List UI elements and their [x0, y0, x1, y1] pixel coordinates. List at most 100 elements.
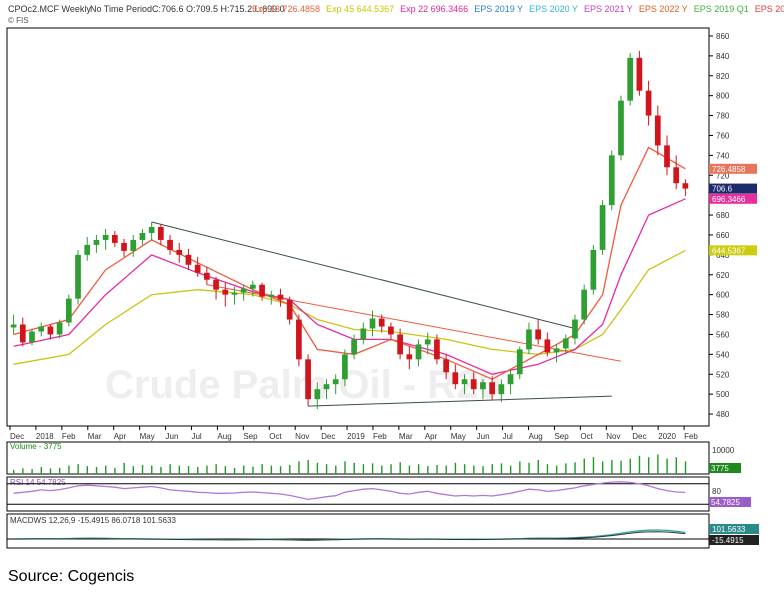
ema22-badge-value: 696.3466 [712, 195, 746, 204]
volume-bar [169, 464, 171, 474]
candle-body [213, 279, 219, 290]
candle-body [654, 115, 661, 146]
volume-bar [638, 455, 641, 474]
volume-bar [206, 465, 208, 474]
legend-entry: Exp 45 644.5367 [326, 4, 394, 14]
candle-body [636, 57, 643, 91]
candle-body [599, 205, 606, 250]
candle-body [443, 359, 449, 373]
chart: CPOc2.MCF Weekly No Time Period C:706.6 … [6, 4, 784, 549]
volume-bar [261, 464, 263, 474]
y-tick-label: 560 [716, 330, 730, 339]
volume-bar [141, 465, 144, 474]
volume-bar [224, 466, 227, 474]
volume-bar [298, 461, 300, 474]
close-badge [709, 183, 757, 194]
volume-bar [519, 461, 521, 474]
volume-bar [473, 465, 475, 474]
trend-line-upper [151, 221, 576, 329]
volume-bar [289, 465, 291, 474]
candle-body [204, 272, 210, 280]
candle-body [535, 329, 542, 340]
watermark: Crude Palm Oil - R20 [105, 363, 501, 407]
candle-body [277, 294, 284, 300]
volume-bar [95, 467, 98, 474]
volume-bar [243, 465, 245, 474]
candle-body [305, 359, 311, 400]
y-tick-label: 740 [716, 151, 730, 160]
y-tick-label: 840 [716, 52, 730, 61]
volume-bar [114, 467, 116, 474]
macd-lines [7, 529, 709, 541]
volume-bar [482, 466, 484, 474]
volume-bar [353, 462, 355, 474]
volume-bar [657, 454, 659, 474]
volume-bar [151, 465, 153, 474]
candle-body [130, 239, 137, 251]
x-tick-label: Oct [580, 432, 593, 441]
volume-bar [68, 465, 70, 474]
candle-body [148, 227, 155, 233]
candle-body [553, 348, 560, 353]
volume-bar [445, 465, 447, 474]
ema13-badge [709, 163, 757, 174]
volume-bar [565, 463, 567, 474]
candle-body [56, 322, 63, 335]
x-tick-label: 2019 [347, 432, 365, 441]
volume-bar [629, 458, 631, 474]
x-tick-label: Jul [191, 432, 201, 441]
candle-body [259, 284, 265, 297]
y-tick-label: 860 [716, 32, 730, 41]
volume-bar [390, 464, 392, 474]
legend-entry: Exp 13 726.4858 [252, 4, 320, 14]
volume-bar [684, 461, 687, 474]
y-axis: 4805005205405605806006206406606807007207… [709, 32, 730, 419]
rsi-label: RSI 14 54.7825 [10, 478, 66, 487]
volume-bar [22, 468, 24, 474]
volume-bar [546, 464, 549, 474]
y-tick-label: 600 [716, 291, 730, 300]
candle-body [323, 384, 330, 390]
candle-body [65, 298, 72, 323]
x-tick-label: Aug [529, 432, 543, 441]
volume-bar [592, 457, 595, 474]
candle-body [84, 244, 91, 255]
y-tick-label: 480 [716, 410, 730, 419]
candle-body [240, 288, 247, 293]
legend-entry: Exp 22 696.3466 [400, 4, 468, 14]
legend-entry: EPS 2020 Q1 [755, 4, 784, 14]
x-tick-label: Aug [217, 432, 231, 441]
y-tick-label: 680 [716, 211, 730, 220]
candle-body [231, 292, 238, 295]
y-tick-label: 660 [716, 231, 730, 240]
candle-body [562, 338, 569, 349]
candle-body [185, 254, 192, 265]
x-tick-label: May [140, 432, 155, 441]
candle-body [627, 57, 634, 101]
macd-badge-2 [709, 535, 759, 545]
x-tick-label: Apr [114, 432, 127, 441]
candle-body [121, 242, 127, 251]
volume-bar [381, 465, 383, 474]
candle-body [360, 328, 367, 340]
candle-body [415, 344, 422, 360]
macd-badge-1 [709, 524, 759, 534]
candle-body [286, 299, 293, 320]
legend-entry: EPS 2019 Q1 [694, 4, 749, 14]
volume-badge-value: 3775 [711, 464, 729, 473]
volume-bar [620, 460, 622, 474]
candle-body [369, 318, 376, 329]
x-tick-label: Sep [554, 432, 569, 441]
candle-body [489, 382, 495, 395]
legend-entry: EPS 2021 Y [584, 4, 633, 14]
rsi-badge [709, 497, 751, 507]
legend-entry: EPS 2019 Y [474, 4, 523, 14]
candle-body [673, 167, 680, 184]
candle-body [406, 354, 413, 360]
candle-body [434, 339, 440, 360]
y-tick-label: 780 [716, 112, 730, 121]
volume-bar [371, 463, 374, 474]
candle-body [498, 384, 505, 395]
volume-bar [13, 469, 15, 474]
volume-scale-top: 10000 [712, 446, 735, 455]
